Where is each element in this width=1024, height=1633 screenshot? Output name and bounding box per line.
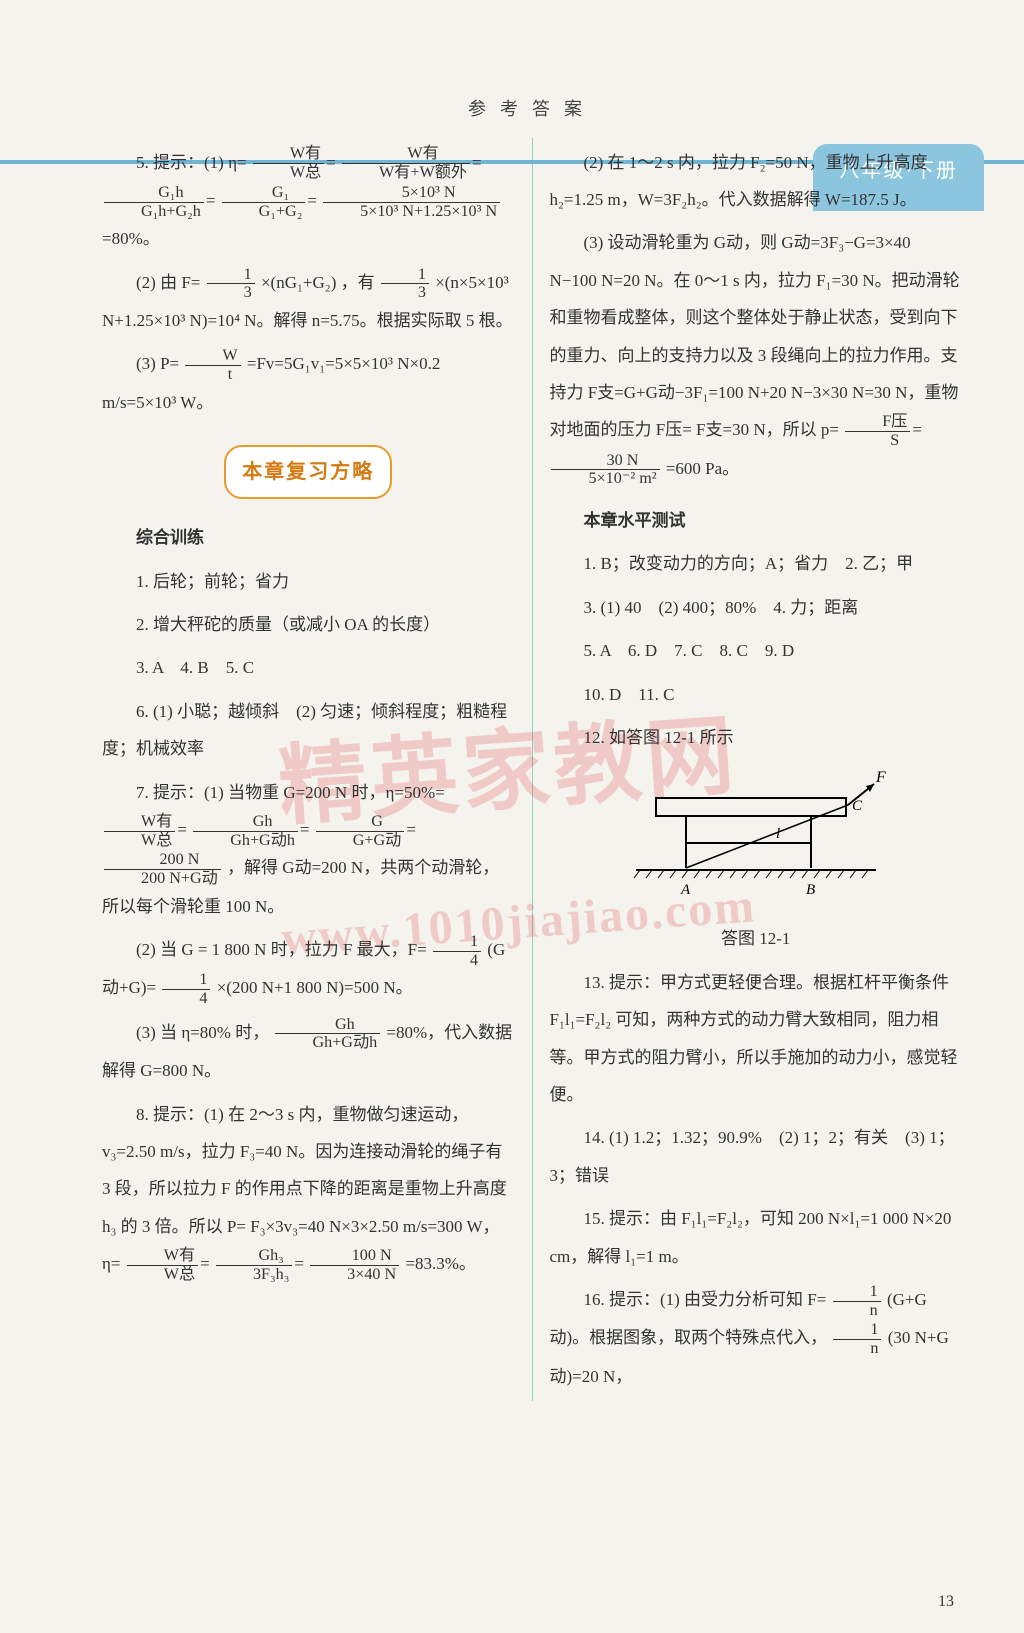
text: ×(nG₁+G₂) ，有 xyxy=(261,273,375,292)
test-10-11: 10. D 11. C xyxy=(549,676,962,713)
frac-1-n: 1n xyxy=(833,1283,881,1320)
frac: G₁hG₁h+G₂h xyxy=(104,184,204,221)
test-5-9: 5. A 6. D 7. C 8. C 9. D xyxy=(549,632,962,669)
page-number: 13 xyxy=(938,1584,954,1619)
text: (3) 设动滑轮重为 G动，则 G动=3F₃−G=3×40 N−100 N=20… xyxy=(549,233,959,439)
frac-1-3: 13 xyxy=(207,266,255,303)
test-12: 12. 如答图 12-1 所示 xyxy=(549,719,962,756)
frac: Gh₃3F₃h₃ xyxy=(216,1247,292,1284)
answer-8: 8. 提示：(1) 在 2～3 s 内，重物做匀速运动，v₃=2.50 m/s，… xyxy=(102,1096,515,1284)
q5-part3: (3) P= Wt =Fv=5G₁v₁=5×5×10³ N×0.2 m/s=5×… xyxy=(102,345,515,421)
frac: GG+G动 xyxy=(316,813,405,850)
label-C: C xyxy=(852,798,863,814)
frac-1-n: 1n xyxy=(833,1321,881,1358)
chapter-test-heading: 本章水平测试 xyxy=(549,502,962,539)
answer-2: 2. 增大秤砣的质量（或减小 OA 的长度） xyxy=(102,606,515,643)
frac: 200 N200 N+G动 xyxy=(104,851,221,888)
label-A: A xyxy=(680,882,691,898)
frac: W有W有+W额外 xyxy=(342,145,470,182)
frac-1-3: 13 xyxy=(381,266,429,303)
text: (3) P= xyxy=(136,354,179,373)
r-part3: (3) 设动滑轮重为 G动，则 G动=3F₃−G=3×40 N−100 N=20… xyxy=(549,224,962,488)
frac: W有W总 xyxy=(104,813,175,850)
text: (2) 当 G = 1 800 N 时，拉力 F 最大，F= xyxy=(136,940,427,959)
frac: GhGh+G动h xyxy=(193,813,298,850)
text: 16. 提示：(1) 由受力分析可知 F= xyxy=(583,1290,826,1309)
text: (3) 当 η=80% 时， xyxy=(136,1023,269,1042)
test-14: 14. (1) 1.2；1.32；90.9% (2) 1；2；有关 (3) 1；… xyxy=(549,1119,962,1194)
text: 7. 提示：(1) 当物重 G=200 N 时，η=50%= xyxy=(136,783,445,802)
answers-heading: 参考答案 xyxy=(90,90,974,130)
frac-W-t: Wt xyxy=(185,347,240,384)
text: =80%。 xyxy=(102,229,160,248)
diagram-caption: 答图 12-1 xyxy=(549,920,962,957)
test-3-4: 3. (1) 40 (2) 400；80% 4. 力；距离 xyxy=(549,589,962,626)
text: =600 Pa。 xyxy=(666,459,739,478)
answer-6: 6. (1) 小聪；越倾斜 (2) 匀速；倾斜程度；粗糙程度；机械效率 xyxy=(102,693,515,768)
text: ×(200 N+1 800 N)=500 N。 xyxy=(217,978,413,997)
frac: 30 N5×10⁻² m² xyxy=(551,452,659,489)
answer-7-1: 7. 提示：(1) 当物重 G=200 N 时，η=50%= W有W总= GhG… xyxy=(102,774,515,926)
frac: F压S xyxy=(845,413,910,450)
q5-part2: (2) 由 F= 13 ×(nG₁+G₂) ，有 13 ×(n×5×10³ N+… xyxy=(102,264,515,340)
answer-7-3: (3) 当 η=80% 时， GhGh+G动h =80%，代入数据解得 G=80… xyxy=(102,1014,515,1090)
label-F: F xyxy=(875,769,886,786)
r-part2: (2) 在 1～2 s 内，拉力 F₂=50 N，重物上升高度 h₂=1.25 … xyxy=(549,144,962,219)
test-13: 13. 提示：甲方式更轻便合理。根据杠杆平衡条件 F₁l₁=F₂l₂ 可知，两种… xyxy=(549,964,962,1114)
test-15: 15. 提示：由 F₁l₁=F₂l₂，可知 200 N×l₁=1 000 N×2… xyxy=(549,1200,962,1275)
comprehensive-heading: 综合训练 xyxy=(102,519,515,556)
test-1-2: 1. B；改变动力的方向；A；省力 2. 乙；甲 xyxy=(549,545,962,582)
text: (2) 由 F= xyxy=(136,273,200,292)
text: 5. 提示：(1) η= xyxy=(136,153,247,172)
frac: 100 N3×40 N xyxy=(310,1247,399,1284)
frac: GhGh+G动h xyxy=(275,1016,380,1053)
answer-7-2: (2) 当 G = 1 800 N 时，拉力 F 最大，F= 14 (G动+G)… xyxy=(102,931,515,1008)
answer-1: 1. 后轮；前轮；省力 xyxy=(102,563,515,600)
label-B: B xyxy=(806,882,815,898)
answer-3-5: 3. A 4. B 5. C xyxy=(102,649,515,686)
frac: W有W总 xyxy=(127,1247,198,1284)
content-columns: 5. 提示：(1) η= W有W总= W有W有+W额外= G₁hG₁h+G₂h=… xyxy=(90,138,974,1401)
frac: 5×10³ N5×10³ N+1.25×10³ N xyxy=(323,184,500,221)
left-column: 5. 提示：(1) η= W有W总= W有W有+W额外= G₁hG₁h+G₂h=… xyxy=(90,138,527,1401)
frac: W有W总 xyxy=(253,145,324,182)
review-title: 本章复习方略 xyxy=(224,445,392,499)
frac-1-4: 14 xyxy=(433,933,481,970)
diagram-12-1: F C l A B xyxy=(626,768,886,908)
test-16: 16. 提示：(1) 由受力分析可知 F= 1n (G+G动)。根据图象，取两个… xyxy=(549,1281,962,1395)
q5-part1: 5. 提示：(1) η= W有W总= W有W有+W额外= G₁hG₁h+G₂h=… xyxy=(102,144,515,258)
frac-1-4: 14 xyxy=(162,971,210,1008)
column-divider xyxy=(532,138,533,1401)
text: =83.3%。 xyxy=(405,1254,476,1273)
label-l: l xyxy=(776,826,780,842)
right-column: (2) 在 1～2 s 内，拉力 F₂=50 N，重物上升高度 h₂=1.25 … xyxy=(537,138,974,1401)
frac: G₁G₁+G₂ xyxy=(222,184,306,221)
